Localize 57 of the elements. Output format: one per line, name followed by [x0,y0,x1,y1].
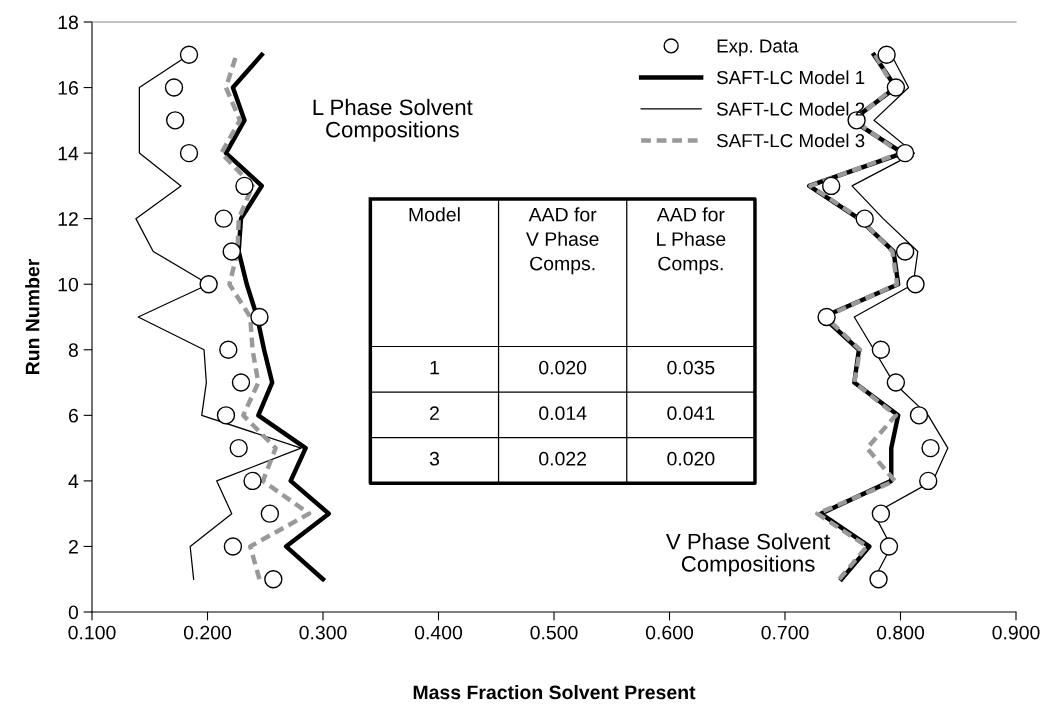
y-axis-title: Run Number [25,258,40,375]
annotation: 0.035 [667,360,715,375]
annotation: 2 [430,406,439,420]
point [222,242,241,261]
x-tick-label: 0.700 [761,625,809,640]
x-tick-label: 0.900 [992,625,1040,640]
point [895,143,915,163]
point [869,570,888,589]
point [886,373,906,392]
point [821,176,841,196]
point [879,537,899,556]
point [906,275,925,294]
y-tick-label: 8 [68,343,78,358]
annotation: 1 [430,360,439,375]
annotation: 0.041 [667,406,715,421]
y-tick-label: 4 [68,474,79,488]
x-tick-label: 0.400 [414,625,463,640]
legend-label: SAFT-LC Model 1 [716,70,865,85]
point [199,275,218,294]
x-tick-label: 0.600 [645,625,694,640]
y-tick-label: 2 [68,539,78,554]
x-tick-label: 0.500 [530,625,578,640]
x-tick-label: 0.300 [299,625,347,640]
annotation: L Phase Solvent Compositions [313,98,473,142]
annotation: 3 [429,451,440,466]
annotation: Model [409,207,460,222]
y-tick-label: 10 [58,277,79,292]
point [886,78,906,97]
point [235,176,254,196]
point [919,471,938,491]
point [817,307,836,327]
point [250,307,269,327]
annotation: 0.020 [539,360,587,375]
annotation: V Phase Solvent Compositions [665,533,831,577]
point [909,406,929,425]
x-tick-label: 0.800 [876,625,925,640]
x-tick-label: 0.100 [68,625,116,640]
y-tick-label: 16 [58,81,78,95]
point [871,504,891,523]
point [855,209,874,228]
annotation: 0.020 [667,451,715,466]
point [877,45,896,64]
point [871,340,891,359]
x-tick-label: 0.200 [183,625,232,640]
x-axis-title: Mass Fraction Solvent Present [413,684,696,700]
y-tick-label: 18 [58,15,78,30]
annotation: AAD for L Phase Comps. [656,207,726,275]
y-tick-label: 14 [58,146,79,161]
legend-label: SAFT-LC Model 3 [716,133,865,148]
y-tick-label: 12 [58,212,78,226]
point [179,45,199,64]
y-tick-label: 0 [68,605,79,620]
y-tick-label: 6 [68,408,78,423]
annotation: 0.022 [539,451,587,466]
annotation: 0.014 [539,406,587,421]
annotation: AAD for V Phase Comps. [526,207,599,275]
legend-label: Exp. Data [717,39,799,57]
